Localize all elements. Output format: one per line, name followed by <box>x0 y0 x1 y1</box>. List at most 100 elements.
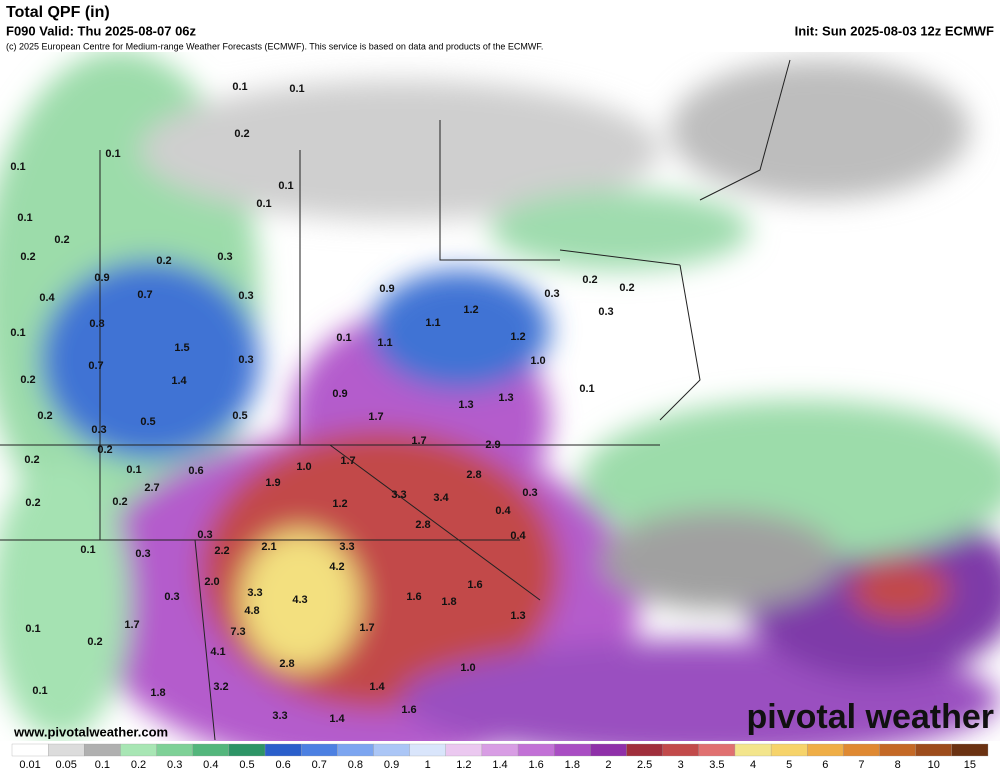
point-label: 1.2 <box>463 304 478 316</box>
point-label: 3.2 <box>213 681 228 693</box>
point-label: 3.3 <box>247 587 262 599</box>
point-label: 0.6 <box>188 465 203 477</box>
point-label: 0.2 <box>24 454 39 466</box>
point-label: 2.8 <box>466 469 481 481</box>
colorbar-swatch <box>770 743 808 757</box>
colorbar-swatch <box>47 743 85 757</box>
point-label: 2.9 <box>485 439 500 451</box>
point-label: 3.3 <box>339 541 354 553</box>
colorbar-label: 2 <box>605 759 611 771</box>
point-label: 1.2 <box>332 498 347 510</box>
point-label: 1.6 <box>401 704 416 716</box>
point-label: 0.2 <box>619 282 634 294</box>
colorbar-label: 3 <box>678 759 684 771</box>
label-layer: 0.1 0.1 0.2 0.1 0.1 0.1 0.1 0.1 0.2 0.2 0.2 0.3 0.9 0… <box>10 81 634 725</box>
colorbar-swatch <box>337 743 374 757</box>
point-label: 0.3 <box>197 529 212 541</box>
point-label: 2.7 <box>144 482 159 494</box>
colorbar-swatch <box>517 743 555 757</box>
point-label: 1.3 <box>510 610 525 622</box>
point-label: 0.8 <box>89 318 104 330</box>
point-label: 1.8 <box>441 596 456 608</box>
point-label: 2.8 <box>415 519 430 531</box>
colorbar-label: 0.8 <box>348 759 363 771</box>
point-label: 2.1 <box>261 541 276 553</box>
point-label: 0.1 <box>80 544 95 556</box>
colorbar-swatch <box>915 743 953 757</box>
point-label: 1.1 <box>377 337 392 349</box>
colorbar-swatch <box>481 743 519 757</box>
point-label: 1.9 <box>265 477 280 489</box>
point-label: 0.1 <box>278 180 293 192</box>
point-label: 0.1 <box>105 148 120 160</box>
colorbar-swatch <box>554 743 591 757</box>
point-label: 0.2 <box>582 274 597 286</box>
point-label: 1.4 <box>171 375 187 387</box>
copyright: (c) 2025 European Centre for Medium-rang… <box>6 41 543 51</box>
point-label: 0.4 <box>39 292 55 304</box>
colorbar-label: 5 <box>786 759 792 771</box>
colorbar-swatch <box>301 743 338 757</box>
point-label: 0.3 <box>238 290 253 302</box>
point-label: 1.6 <box>467 579 482 591</box>
point-label: 0.1 <box>579 383 594 395</box>
colorbar-label: 6 <box>822 759 828 771</box>
colorbar-swatch <box>192 743 230 757</box>
colorbar-swatch <box>662 743 699 757</box>
colorbar-label: 0.1 <box>95 759 110 771</box>
point-label: 0.4 <box>495 505 511 517</box>
point-label: 0.2 <box>25 497 40 509</box>
colorbar-label: 1.6 <box>528 759 543 771</box>
point-label: 1.0 <box>530 355 545 367</box>
colorbar-label: 2.5 <box>637 759 652 771</box>
point-label: 1.0 <box>296 461 311 473</box>
point-label: 1.4 <box>369 681 385 693</box>
point-label: 1.4 <box>329 713 345 725</box>
colorbar-swatch <box>264 743 302 757</box>
point-label: 0.1 <box>32 685 47 697</box>
colorbar-label: 1 <box>425 759 431 771</box>
colorbar: 0.01 0.05 0.1 0.2 0.3 0.4 0.5 0.6 0.7 0.8 0.9 1 1.2 1… <box>11 743 989 771</box>
point-label: 0.3 <box>135 548 150 560</box>
point-label: 0.3 <box>164 591 179 603</box>
colorbar-label: 1.2 <box>456 759 471 771</box>
website: www.pivotalweather.com <box>13 724 168 739</box>
colorbar-label: 0.3 <box>167 759 182 771</box>
point-label: 1.0 <box>460 662 475 674</box>
point-label: 0.1 <box>126 464 141 476</box>
colorbar-swatch <box>951 743 989 757</box>
point-label: 0.3 <box>598 306 613 318</box>
point-label: 0.5 <box>140 416 155 428</box>
point-label: 0.2 <box>54 234 69 246</box>
point-label: 2.8 <box>279 658 294 670</box>
point-label: 4.2 <box>329 561 344 573</box>
point-label: 0.7 <box>137 289 152 301</box>
colorbar-swatch <box>11 743 49 757</box>
colorbar-label: 1.4 <box>492 759 507 771</box>
point-label: 1.5 <box>174 342 189 354</box>
point-label: 0.2 <box>156 255 171 267</box>
point-label: 0.1 <box>232 81 247 93</box>
point-label: 0.9 <box>94 272 109 284</box>
colorbar-label: 0.01 <box>19 759 40 771</box>
point-label: 0.9 <box>379 283 394 295</box>
point-label: 0.1 <box>17 212 32 224</box>
colorbar-swatch <box>626 743 663 757</box>
point-label: 0.7 <box>88 360 103 372</box>
point-label: 0.9 <box>332 388 347 400</box>
logo: pivotal weather <box>746 698 994 736</box>
point-label: 1.8 <box>150 687 165 699</box>
point-label: 4.8 <box>244 605 259 617</box>
point-label: 0.3 <box>91 424 106 436</box>
point-label: 0.2 <box>112 496 127 508</box>
point-label: 1.1 <box>425 317 440 329</box>
point-label: 3.4 <box>433 492 449 504</box>
colorbar-label: 8 <box>895 759 901 771</box>
colorbar-label: 0.6 <box>275 759 290 771</box>
boundaries <box>0 59 791 741</box>
colorbar-swatch <box>84 743 121 757</box>
colorbar-label: 0.4 <box>203 759 218 771</box>
point-label: 0.2 <box>20 374 35 386</box>
